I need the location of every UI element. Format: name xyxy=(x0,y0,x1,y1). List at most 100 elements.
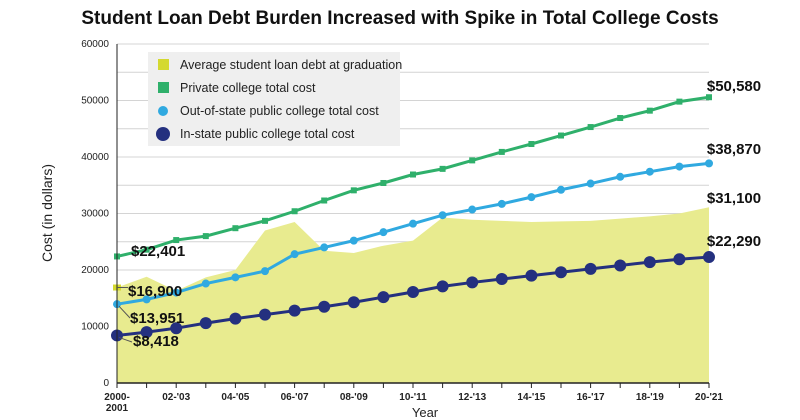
data-point xyxy=(140,326,153,339)
data-point xyxy=(555,266,567,279)
data-point xyxy=(410,171,416,178)
legend-swatch xyxy=(158,59,169,70)
x-tick-label: 14-'15 xyxy=(517,392,545,403)
y-tick-label: 0 xyxy=(103,378,109,389)
legend-swatch xyxy=(158,106,168,116)
x-axis-label: Year xyxy=(412,405,439,420)
data-point xyxy=(497,199,506,208)
start-value-label: $22,401 xyxy=(131,243,185,260)
data-point xyxy=(202,233,209,240)
data-point xyxy=(199,317,212,330)
end-value-label: $50,580 xyxy=(707,78,761,95)
data-point xyxy=(703,251,715,264)
data-point xyxy=(436,280,449,293)
data-point xyxy=(558,132,564,139)
x-tick-label: 18-'19 xyxy=(636,392,664,403)
data-point xyxy=(291,208,298,215)
data-point xyxy=(409,219,417,228)
data-point xyxy=(528,141,535,148)
data-point xyxy=(705,159,713,168)
data-point xyxy=(587,124,594,131)
data-point xyxy=(232,225,239,232)
data-point xyxy=(495,273,508,286)
data-point xyxy=(347,296,360,309)
data-point xyxy=(231,273,240,282)
leader-line xyxy=(118,305,131,319)
data-point xyxy=(645,167,654,176)
data-point xyxy=(321,197,328,204)
data-point xyxy=(527,193,536,202)
data-point xyxy=(557,185,565,194)
x-tick-label: 08-'09 xyxy=(340,392,368,403)
data-point xyxy=(318,300,331,313)
legend-label: Average student loan debt at graduation xyxy=(180,58,402,72)
data-point xyxy=(586,179,595,188)
data-point xyxy=(617,115,624,122)
x-tick-label: 06-'07 xyxy=(281,392,309,403)
data-point xyxy=(320,243,329,252)
legend xyxy=(148,52,400,146)
y-axis-label: Cost (in dollars) xyxy=(39,164,55,262)
data-point xyxy=(259,308,271,321)
data-point xyxy=(201,279,210,288)
start-value-label: $16,900 xyxy=(128,283,182,300)
data-point xyxy=(142,295,151,304)
end-value-label: $31,100 xyxy=(707,190,761,207)
data-point xyxy=(170,322,183,335)
data-point xyxy=(377,291,390,304)
data-point xyxy=(380,179,387,186)
data-point xyxy=(675,162,684,171)
legend-label: In-state public college total cost xyxy=(180,127,355,141)
data-point xyxy=(262,217,268,224)
data-point xyxy=(468,205,477,214)
data-point xyxy=(173,237,180,244)
legend-swatch xyxy=(158,82,169,93)
leader-line xyxy=(118,336,133,343)
data-point xyxy=(290,250,299,259)
x-tick-label: 20-'21 xyxy=(695,392,723,403)
end-value-label: $38,870 xyxy=(707,141,761,158)
data-point xyxy=(614,259,627,272)
legend-swatch xyxy=(156,127,170,141)
legend-label: Private college total cost xyxy=(180,81,316,95)
x-tick-label: 12-'13 xyxy=(458,392,486,403)
data-point xyxy=(525,269,538,282)
data-point xyxy=(439,165,446,172)
data-point xyxy=(706,94,712,101)
y-tick-label: 60000 xyxy=(81,39,109,50)
data-point xyxy=(643,256,656,269)
data-point xyxy=(288,304,301,317)
data-point xyxy=(646,107,653,114)
y-tick-label: 40000 xyxy=(81,152,109,163)
data-point xyxy=(438,211,447,220)
x-tick-label: 04-'05 xyxy=(221,392,249,403)
data-point xyxy=(584,262,597,275)
y-tick-label: 30000 xyxy=(81,209,109,220)
data-point xyxy=(616,172,625,181)
data-point xyxy=(172,288,181,297)
start-value-label: $8,418 xyxy=(133,333,179,350)
data-point xyxy=(229,312,242,325)
data-point xyxy=(676,98,683,105)
y-tick-label: 10000 xyxy=(81,322,109,333)
data-point xyxy=(349,236,358,245)
data-point xyxy=(673,253,686,266)
y-tick-label: 50000 xyxy=(81,96,109,107)
x-tick-label: 02-'03 xyxy=(162,392,190,403)
data-point xyxy=(498,148,505,155)
legend-label: Out-of-state public college total cost xyxy=(180,104,379,118)
data-point xyxy=(143,246,150,253)
data-point xyxy=(379,228,388,237)
x-tick-label: 2001 xyxy=(106,403,129,414)
y-tick-label: 20000 xyxy=(81,265,109,276)
end-value-label: $22,290 xyxy=(707,233,761,250)
data-point xyxy=(407,286,419,299)
x-tick-label: 16-'17 xyxy=(577,392,605,403)
data-point xyxy=(469,157,476,164)
data-point xyxy=(350,187,357,194)
data-point xyxy=(261,267,269,276)
x-tick-label: 10-'11 xyxy=(399,392,427,403)
data-point xyxy=(466,276,479,289)
start-value-label: $13,951 xyxy=(130,310,184,327)
